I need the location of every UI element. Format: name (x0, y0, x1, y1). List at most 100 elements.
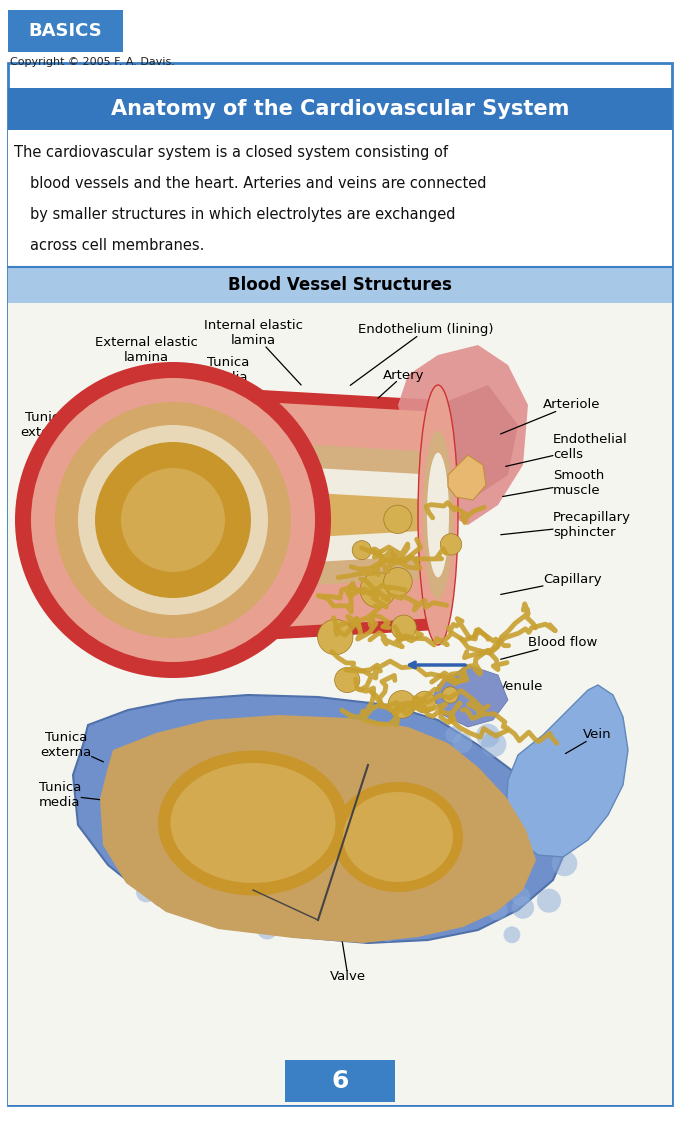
Circle shape (413, 691, 435, 713)
Text: Blood Vessel Structures: Blood Vessel Structures (228, 276, 452, 294)
Text: Venule: Venule (486, 681, 543, 696)
Circle shape (352, 540, 371, 560)
Text: Blood flow: Blood flow (500, 637, 597, 659)
Polygon shape (173, 385, 438, 645)
Text: Tunica
externa: Tunica externa (40, 731, 103, 762)
Circle shape (335, 667, 360, 692)
Ellipse shape (418, 385, 458, 645)
Bar (8, 89, 672, 131)
Circle shape (257, 918, 278, 940)
Circle shape (318, 620, 353, 655)
Bar (8, 303, 672, 1105)
Circle shape (55, 402, 291, 638)
Circle shape (167, 733, 184, 751)
Text: Endothelial
cells: Endothelial cells (506, 432, 628, 466)
Ellipse shape (333, 782, 463, 892)
Circle shape (481, 732, 507, 757)
Polygon shape (173, 437, 438, 592)
Polygon shape (100, 715, 536, 943)
Circle shape (270, 729, 297, 756)
Text: Tunica
externa: Tunica externa (20, 411, 86, 446)
Circle shape (442, 687, 458, 704)
Circle shape (488, 826, 511, 849)
Circle shape (503, 926, 520, 943)
Circle shape (329, 913, 353, 936)
Circle shape (339, 924, 356, 942)
Circle shape (487, 899, 507, 920)
Text: across cell membranes.: across cell membranes. (30, 238, 205, 253)
Text: Internal elastic
lamina: Internal elastic lamina (203, 319, 303, 385)
Polygon shape (173, 460, 438, 570)
Circle shape (515, 812, 531, 829)
Bar (8, 267, 672, 303)
Circle shape (398, 825, 421, 848)
Circle shape (384, 505, 412, 533)
Ellipse shape (171, 763, 335, 883)
Circle shape (379, 926, 396, 942)
Circle shape (445, 726, 462, 743)
Bar (285, 1060, 395, 1102)
Circle shape (201, 796, 224, 819)
Ellipse shape (423, 430, 453, 599)
Text: Tunica
media: Tunica media (39, 781, 100, 809)
Text: Valve: Valve (330, 918, 366, 984)
Circle shape (341, 758, 356, 774)
Polygon shape (173, 397, 438, 633)
Circle shape (31, 378, 315, 662)
Text: BASICS: BASICS (28, 22, 102, 40)
Ellipse shape (158, 750, 348, 896)
Text: Tunica
media: Tunica media (207, 356, 254, 398)
Ellipse shape (343, 792, 453, 882)
Text: blood vessels and the heart. Arteries and veins are connected: blood vessels and the heart. Arteries an… (30, 176, 486, 191)
Text: Capillary: Capillary (500, 573, 602, 595)
Polygon shape (448, 455, 486, 501)
Circle shape (388, 690, 415, 718)
Circle shape (325, 866, 349, 889)
Polygon shape (173, 485, 438, 545)
Circle shape (391, 796, 408, 813)
Circle shape (452, 733, 473, 754)
Polygon shape (398, 345, 528, 526)
Circle shape (95, 442, 251, 598)
Text: Anatomy of the Cardiovascular System: Anatomy of the Cardiovascular System (111, 99, 569, 119)
Text: Artery: Artery (378, 369, 424, 398)
Text: External elastic
lamina: External elastic lamina (95, 336, 197, 393)
Polygon shape (438, 385, 518, 495)
Text: 6: 6 (331, 1069, 349, 1093)
Circle shape (476, 724, 500, 748)
Circle shape (133, 807, 148, 822)
Circle shape (384, 568, 412, 596)
Circle shape (326, 755, 339, 768)
Circle shape (15, 362, 331, 678)
Circle shape (190, 882, 209, 902)
Circle shape (78, 424, 268, 615)
Text: Endothelium (lining): Endothelium (lining) (350, 323, 494, 386)
Text: by smaller structures in which electrolytes are exchanged: by smaller structures in which electroly… (30, 207, 456, 222)
Circle shape (511, 886, 530, 906)
Polygon shape (506, 686, 628, 857)
Circle shape (275, 781, 288, 793)
Polygon shape (433, 665, 508, 728)
Text: Vein: Vein (565, 729, 611, 754)
Text: Arteriole: Arteriole (500, 398, 600, 434)
Circle shape (360, 572, 396, 608)
Circle shape (512, 897, 534, 919)
Circle shape (391, 615, 416, 640)
Ellipse shape (427, 453, 449, 578)
Text: Smooth
muscle: Smooth muscle (503, 469, 605, 497)
Text: Tunica
intima: Tunica intima (177, 597, 226, 634)
Bar (8, 131, 672, 267)
Circle shape (201, 731, 219, 749)
Circle shape (441, 533, 462, 555)
Circle shape (121, 468, 225, 572)
Circle shape (386, 572, 407, 594)
Circle shape (551, 850, 577, 876)
Text: Copyright © 2005 F. A. Davis.: Copyright © 2005 F. A. Davis. (10, 57, 175, 67)
Polygon shape (73, 695, 568, 943)
Text: The cardiovascular system is a closed system consisting of: The cardiovascular system is a closed sy… (14, 145, 448, 160)
Circle shape (136, 882, 156, 902)
Circle shape (537, 889, 561, 913)
Circle shape (181, 771, 206, 796)
Bar (8, 10, 123, 52)
Text: Precapillary
sphincter: Precapillary sphincter (500, 511, 631, 539)
